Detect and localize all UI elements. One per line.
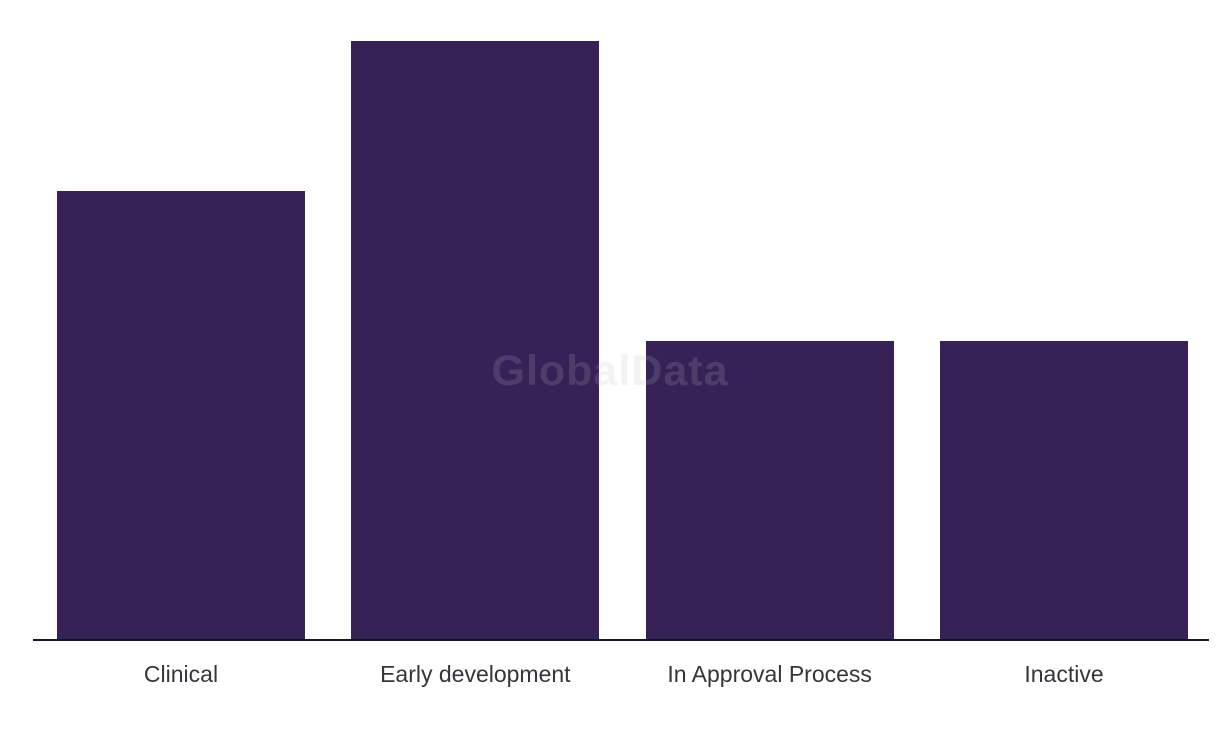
bar-early-development <box>351 41 600 640</box>
x-axis-label-early-development: Early development <box>380 661 571 687</box>
bar-clinical <box>57 190 305 640</box>
x-axis-labels: Clinical Early development In Approval Pro… <box>57 660 1188 688</box>
bar-inactive <box>939 340 1188 640</box>
x-axis-line <box>33 639 1209 641</box>
bar-in-approval-process <box>645 340 894 640</box>
bars <box>57 41 1188 640</box>
x-axis-label-in-approval-process: In Approval Process <box>667 661 872 687</box>
x-axis-label-inactive: Inactive <box>1024 661 1104 687</box>
x-axis-label-clinical: Clinical <box>143 661 219 687</box>
